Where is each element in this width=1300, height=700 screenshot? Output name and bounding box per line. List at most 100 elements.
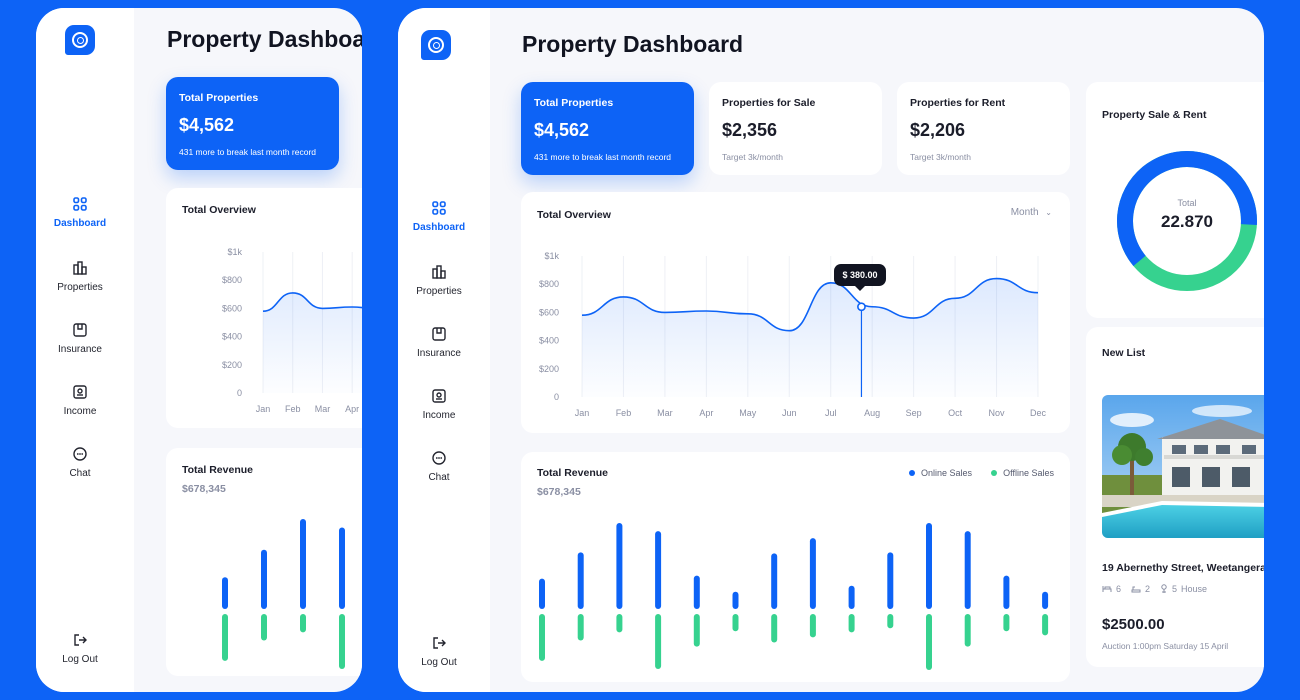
properties-for-sale-card[interactable]: Properties for Sale $2,356 Target 3k/mon… bbox=[709, 82, 882, 175]
nav-income-left[interactable]: Income bbox=[36, 384, 130, 417]
online-bar bbox=[1042, 591, 1049, 609]
nav-chat[interactable]: Chat bbox=[398, 450, 489, 483]
properties-for-rent-card[interactable]: Properties for Rent $2,206 Target 3k/mon… bbox=[897, 82, 1070, 175]
logo-icon bbox=[65, 25, 95, 55]
online-dot bbox=[908, 470, 915, 476]
total-overview-card: Total Overview Month ⌄ $1k $800 $600 $400 $2… bbox=[521, 192, 1070, 433]
stat-sub: 431 more to break last month record bbox=[179, 147, 317, 157]
stat-value: $2,206 bbox=[910, 120, 966, 140]
area-fill bbox=[582, 278, 1038, 397]
x-tick-label: Mar bbox=[315, 404, 331, 414]
online-bar bbox=[339, 527, 345, 609]
y-tick-label: 0 bbox=[554, 392, 559, 402]
online-bar bbox=[1003, 575, 1010, 609]
total-properties-card[interactable]: Total Properties $4,562 431 more to brea… bbox=[521, 82, 694, 175]
offline-bar bbox=[222, 614, 228, 661]
nav-logout[interactable]: Log Out bbox=[398, 635, 489, 668]
legend-online: Online Sales bbox=[908, 468, 972, 478]
x-tick-label: May bbox=[739, 408, 757, 418]
online-bar bbox=[771, 553, 778, 609]
nav-dashboard[interactable]: Dashboard bbox=[398, 200, 489, 233]
sidebar-left: Dashboard Properties Insurance Income Ch… bbox=[36, 8, 134, 692]
online-bar bbox=[539, 578, 545, 609]
property-features: 6 2 5 House bbox=[1102, 584, 1207, 594]
marker-point bbox=[857, 302, 866, 312]
overview-title: Total Overview bbox=[537, 209, 611, 221]
nav-chat-label: Chat bbox=[69, 468, 91, 479]
bath-icon bbox=[1131, 586, 1141, 592]
nav-properties-left[interactable]: Properties bbox=[36, 260, 130, 293]
offline-bar bbox=[300, 614, 306, 633]
nav-properties-label: Properties bbox=[416, 286, 462, 297]
total-properties-card[interactable]: Total Properties $4,562 431 more to brea… bbox=[166, 77, 339, 170]
y-tick-label: $400 bbox=[222, 332, 242, 342]
x-tick-label: Dec bbox=[1030, 408, 1047, 418]
online-bar bbox=[693, 575, 700, 609]
chat-icon bbox=[73, 447, 87, 461]
period-select[interactable]: Month ⌄ bbox=[1011, 207, 1052, 218]
offline-bar bbox=[771, 614, 778, 643]
chart-tooltip: $ 380.00 bbox=[834, 263, 886, 291]
property-image[interactable] bbox=[1102, 395, 1264, 538]
stat-label: Total Properties bbox=[534, 97, 614, 109]
revenue-chart bbox=[539, 523, 1049, 670]
offline-bar bbox=[1042, 614, 1049, 636]
logo-icon bbox=[421, 30, 451, 60]
auction-info: Auction 1:00pm Saturday 15 April bbox=[1102, 641, 1229, 651]
sidebar: Dashboard Properties Insurance Income Ch… bbox=[398, 8, 490, 692]
cash-icon bbox=[432, 389, 446, 403]
stat-label: Total Properties bbox=[179, 92, 259, 104]
property-price: $2500.00 bbox=[1102, 616, 1165, 633]
stat-label: Properties for Rent bbox=[910, 97, 1006, 109]
donut-title: Property Sale & Rent bbox=[1102, 109, 1207, 121]
y-tick-label: $400 bbox=[539, 336, 559, 346]
nav-insurance-left[interactable]: Insurance bbox=[36, 322, 130, 355]
bath-count: 2 bbox=[1145, 584, 1151, 594]
nav-logout-left[interactable]: Log Out bbox=[36, 632, 130, 665]
stat-sub: Target 3k/month bbox=[910, 152, 971, 162]
nav-logout-label: Log Out bbox=[62, 654, 98, 665]
revenue-amount: $678,345 bbox=[537, 486, 581, 498]
offline-bar bbox=[261, 614, 267, 641]
online-bar bbox=[926, 523, 932, 609]
grid-icon bbox=[432, 201, 446, 215]
buildings-icon bbox=[432, 265, 446, 279]
total-overview-card: Total Overview $1k $800 $600 $400 $200 0 Jan Fe… bbox=[166, 188, 362, 428]
nav-chat-label: Chat bbox=[428, 472, 450, 483]
x-tick-label: Jul bbox=[825, 408, 837, 418]
overview-chart: $1k $800 $600 $400 $200 0 Jan Feb Mar Apr May Jun Ju… bbox=[539, 251, 1047, 418]
donut-chart bbox=[1117, 151, 1257, 291]
overview-title: Total Overview bbox=[182, 204, 256, 216]
y-tick-label: $1k bbox=[544, 251, 559, 261]
nav-dashboard-left[interactable]: Dashboard bbox=[36, 196, 130, 229]
property-address[interactable]: 19 Abernethy Street, Weetangera bbox=[1102, 562, 1264, 574]
nav-insurance[interactable]: Insurance bbox=[398, 326, 489, 359]
y-tick-label: 0 bbox=[237, 388, 242, 398]
nav-properties[interactable]: Properties bbox=[398, 264, 489, 297]
x-tick-label: Sep bbox=[906, 408, 922, 418]
legend-online-label: Online Sales bbox=[920, 468, 972, 478]
stat-value: $4,562 bbox=[179, 115, 235, 135]
x-tick-label: Jun bbox=[782, 408, 797, 418]
offline-bar bbox=[848, 614, 855, 633]
nav-income[interactable]: Income bbox=[398, 388, 489, 421]
cash-icon bbox=[73, 385, 87, 399]
online-bar bbox=[655, 531, 662, 609]
x-tick-label: Oct bbox=[948, 408, 963, 418]
document-icon bbox=[73, 323, 87, 337]
y-tick-label: $800 bbox=[222, 275, 242, 285]
nav-logout-label: Log Out bbox=[421, 657, 457, 668]
page-title: Property Dashboard bbox=[522, 31, 744, 57]
offline-bar bbox=[887, 614, 894, 629]
online-bar bbox=[887, 552, 894, 609]
x-tick-label: Nov bbox=[989, 408, 1006, 418]
document-icon bbox=[432, 327, 446, 341]
new-list-card: New List bbox=[1086, 327, 1264, 667]
offline-dot bbox=[991, 470, 998, 476]
nav-chat-left[interactable]: Chat bbox=[36, 446, 130, 479]
logout-icon bbox=[433, 637, 446, 649]
house-photo bbox=[1102, 395, 1264, 538]
chat-icon bbox=[432, 451, 446, 465]
series-line bbox=[581, 277, 1039, 332]
